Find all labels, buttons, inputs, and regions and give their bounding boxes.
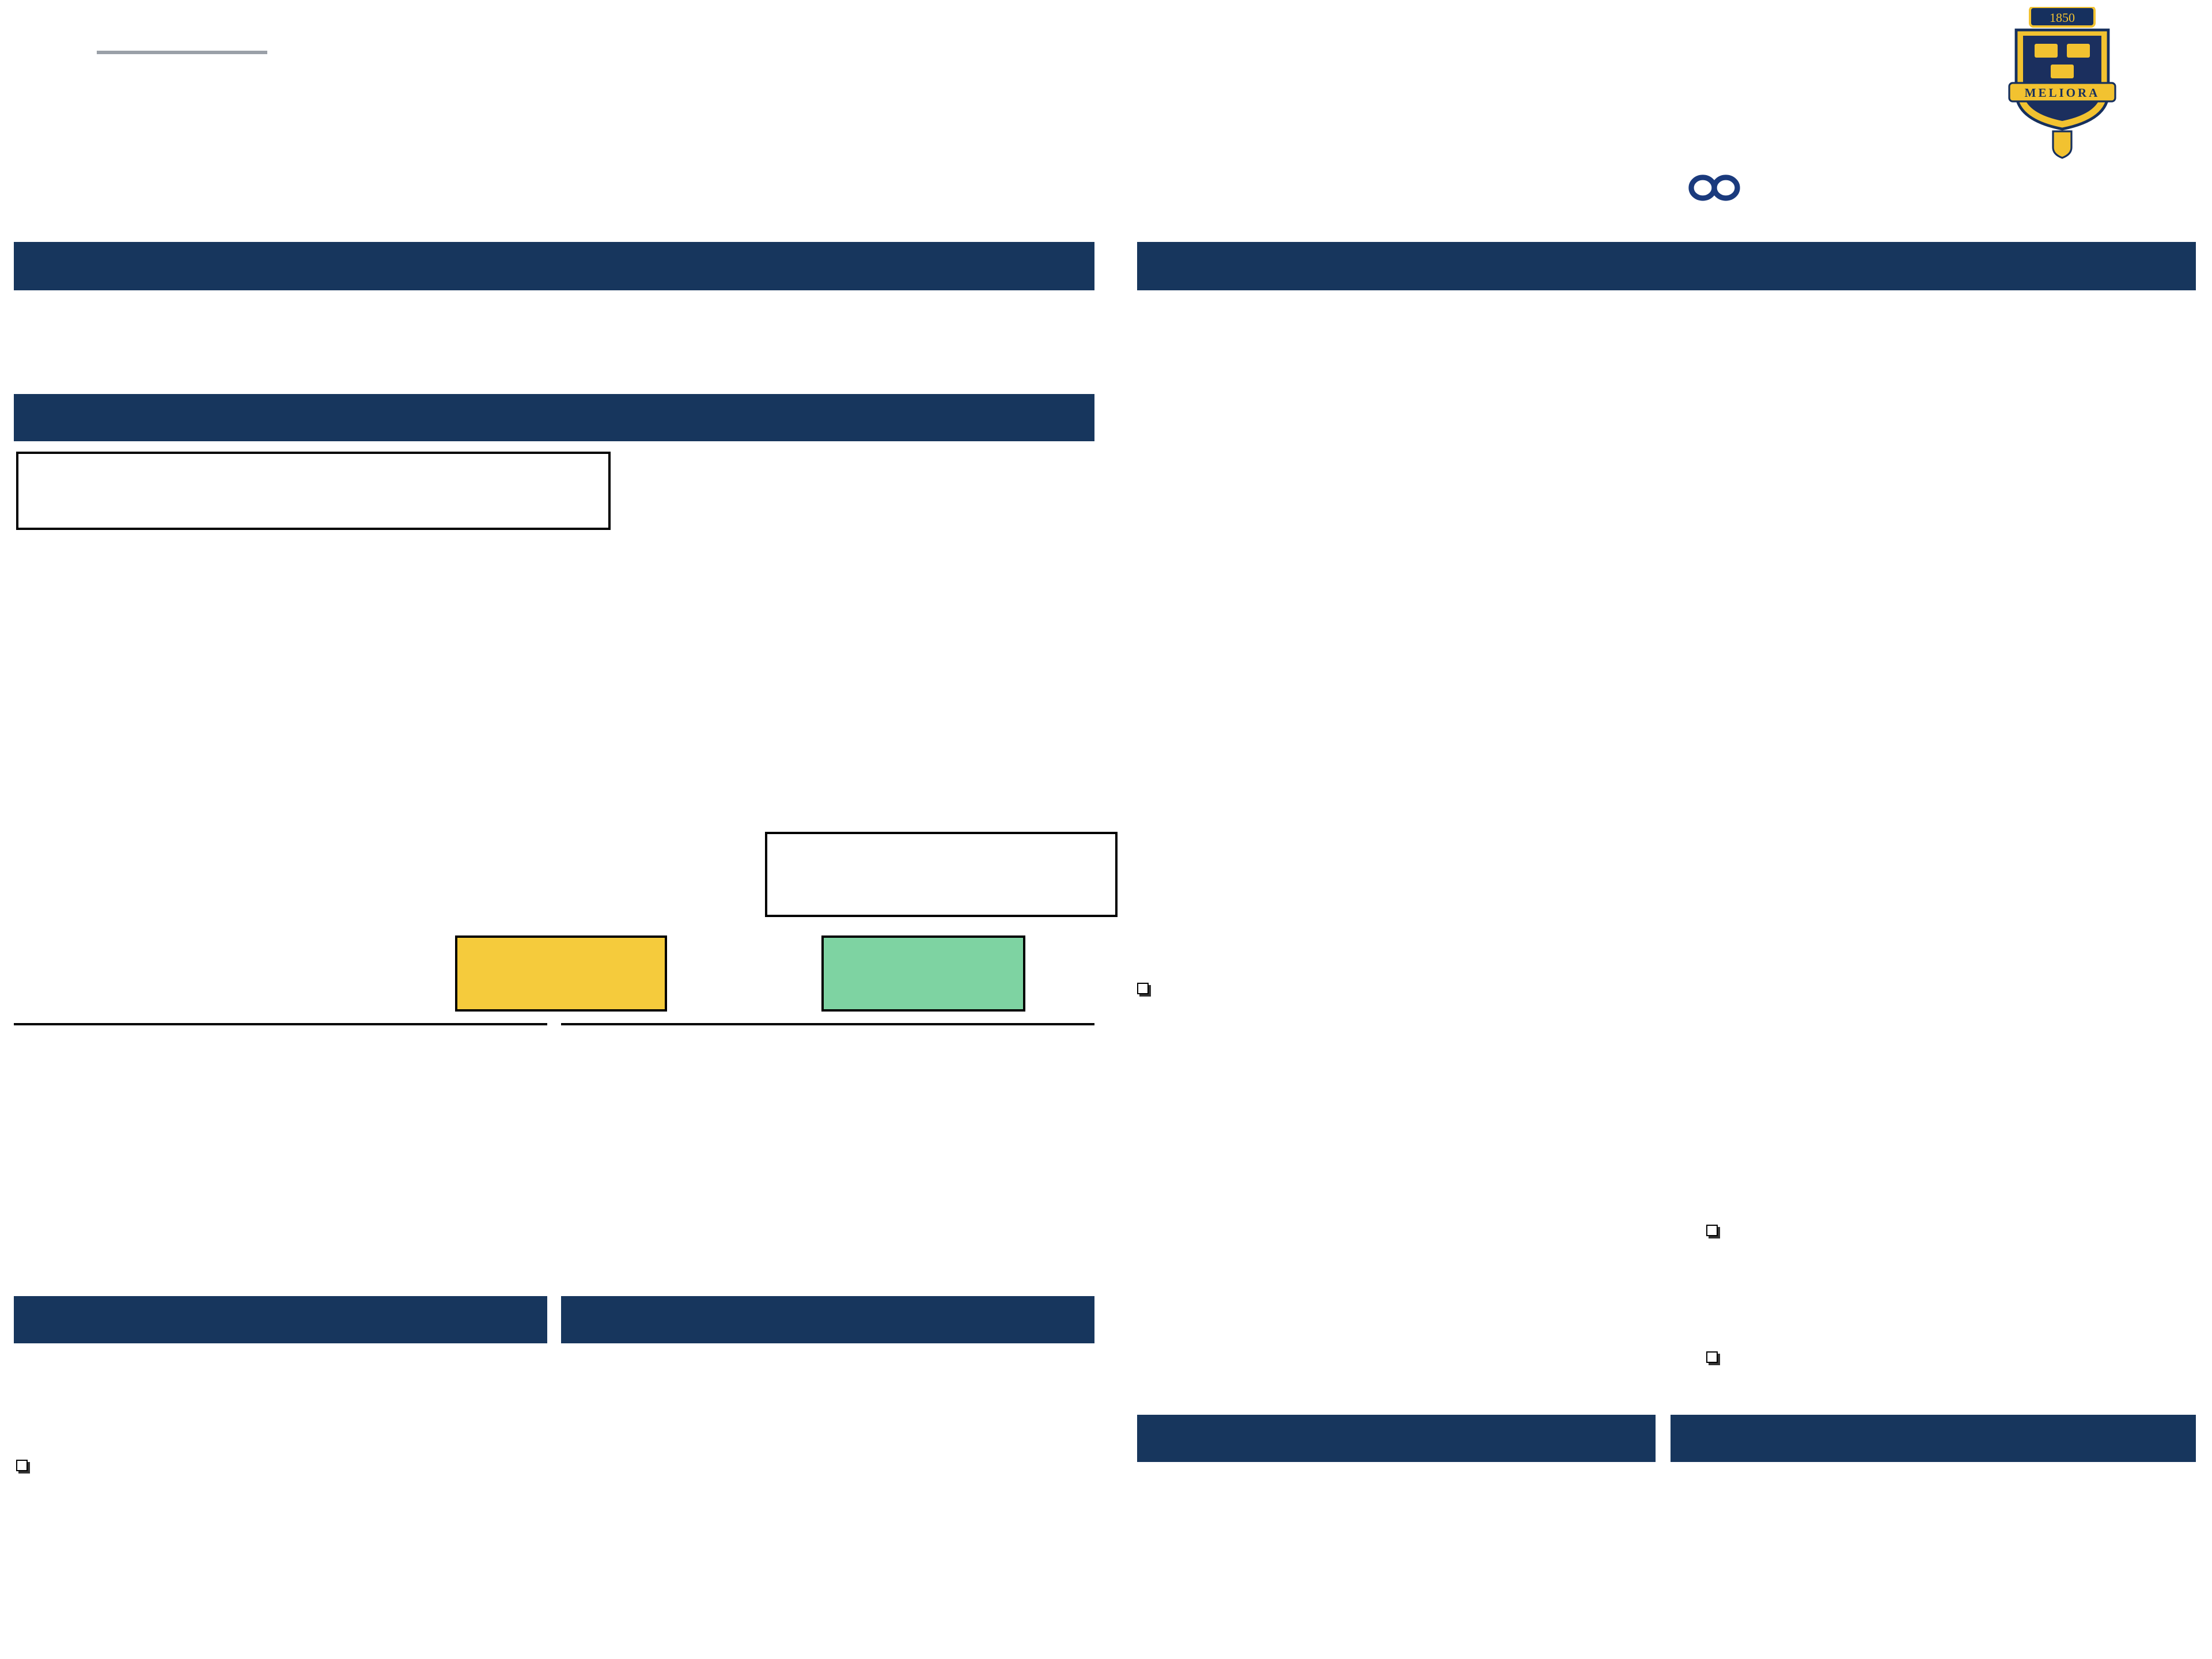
section-header-mowst-star [14,1296,547,1343]
mowst-loss-formula [16,452,611,530]
meta-infinity-icon [1688,175,1740,201]
section-header-acknowledgments [1671,1415,2196,1462]
section-header-mowst [14,394,1094,441]
meta-ai-logo [1684,171,1756,205]
dispersion-bar-charts [46,749,426,974]
poster-header: 1850 MELIORA [0,0,2212,237]
bullet-icon [1706,1225,1718,1236]
section-header-expressive [561,1296,1094,1343]
ridgeline-pokec [1415,1146,1689,1423]
algorithm-1 [14,1014,547,1025]
split-callout [765,832,1118,917]
weak-expert-box [455,935,667,1012]
section-header-future-work [1137,1415,1656,1462]
crest-year-text: 1850 [2050,10,2075,25]
crest-motto-text: MELIORA [2025,86,2100,100]
section-header-main-results [1137,242,2196,290]
bullet-icon [1706,1351,1718,1363]
bullet-icon [1137,983,1149,994]
bullet-icon [16,1460,28,1471]
appendix-bullet [1706,1346,2196,1373]
iclr-logo [16,12,267,88]
iclr-underline [97,50,267,54]
ridgeline-penn94 [1135,1146,1409,1423]
enhance-bullet [1137,977,1681,1005]
specialization-bullet [1706,1219,2196,1247]
strong-expert-box [821,935,1025,1012]
algorithm-2 [561,1014,1094,1025]
mowst-star-bullet [16,1454,546,1482]
iclr-head-icon [16,12,88,88]
section-header-motivation [14,242,1094,290]
rochester-crest-icon: 1850 MELIORA [2008,7,2116,159]
